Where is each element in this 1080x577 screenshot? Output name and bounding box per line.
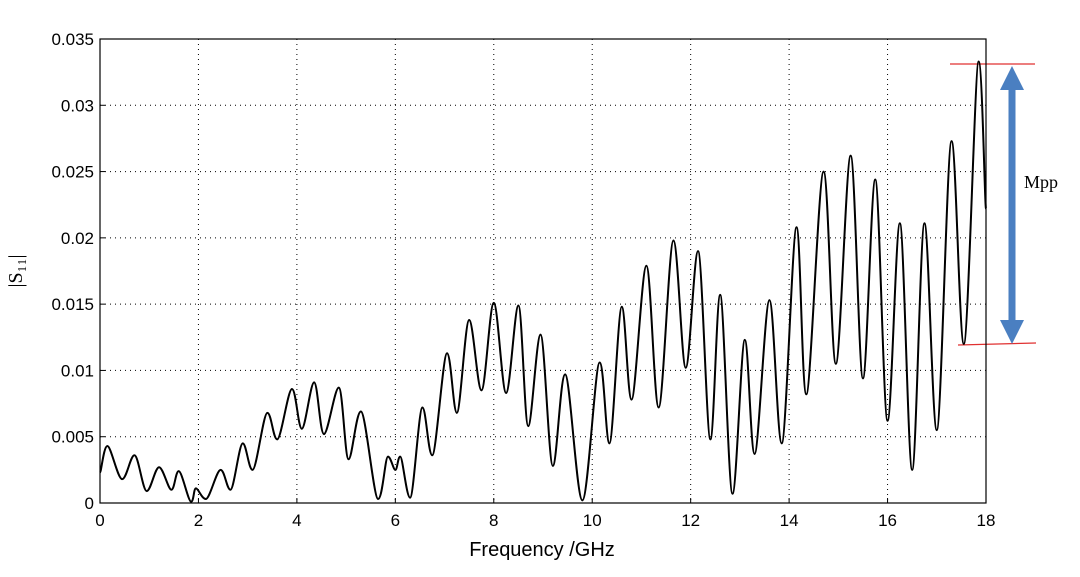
y-tick-label: 0.01	[61, 361, 94, 380]
x-axis-label: Frequency /GHz	[469, 539, 615, 561]
x-tick-label: 2	[194, 511, 203, 530]
x-tick-label: 8	[489, 511, 498, 530]
y-tick-label: 0.005	[51, 428, 94, 447]
x-tick-label: 12	[681, 511, 700, 530]
y-tick-label: 0.035	[51, 30, 94, 49]
x-tick-label: 18	[977, 511, 996, 530]
arrow-head	[1000, 66, 1024, 90]
y-tick-label: 0	[85, 494, 94, 513]
arrow-head	[1000, 320, 1024, 344]
x-tick-label: 4	[292, 511, 301, 530]
y-tick-label: 0.02	[61, 229, 94, 248]
annotation: Mpp	[1024, 172, 1058, 192]
x-tick-label: 16	[878, 511, 897, 530]
x-tick-label: 0	[95, 511, 104, 530]
x-tick-label: 10	[583, 511, 602, 530]
x-tick-label: 6	[391, 511, 400, 530]
y-tick-label: 0.015	[51, 295, 94, 314]
y-axis-label: |S₁₁|	[5, 254, 27, 287]
x-tick-label: 14	[780, 511, 799, 530]
y-tick-label: 0.03	[61, 96, 94, 115]
line	[99, 60, 987, 503]
min-marker	[957, 342, 1037, 346]
plot-frame	[99, 38, 987, 504]
y-tick-label: 0.025	[51, 163, 94, 182]
